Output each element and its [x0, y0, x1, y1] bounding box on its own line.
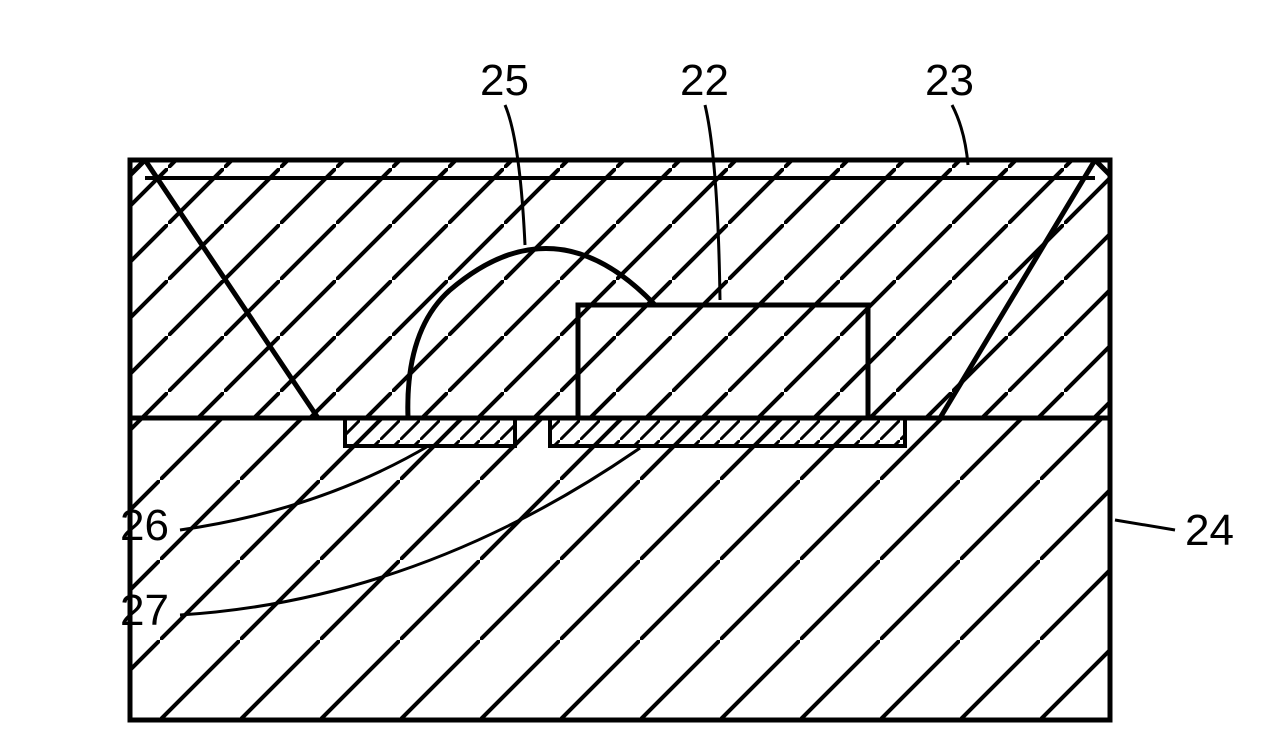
pad-27	[550, 418, 905, 446]
pad-26	[345, 418, 515, 446]
leader-24	[1115, 520, 1175, 530]
label-22: 22	[680, 56, 729, 105]
label-24: 24	[1185, 506, 1234, 555]
technical-diagram: 25 22 23 24 26 27	[0, 0, 1272, 753]
label-26: 26	[120, 501, 169, 550]
label-23: 23	[925, 56, 974, 105]
leader-23	[952, 105, 968, 165]
label-27: 27	[120, 586, 169, 635]
label-25: 25	[480, 56, 529, 105]
